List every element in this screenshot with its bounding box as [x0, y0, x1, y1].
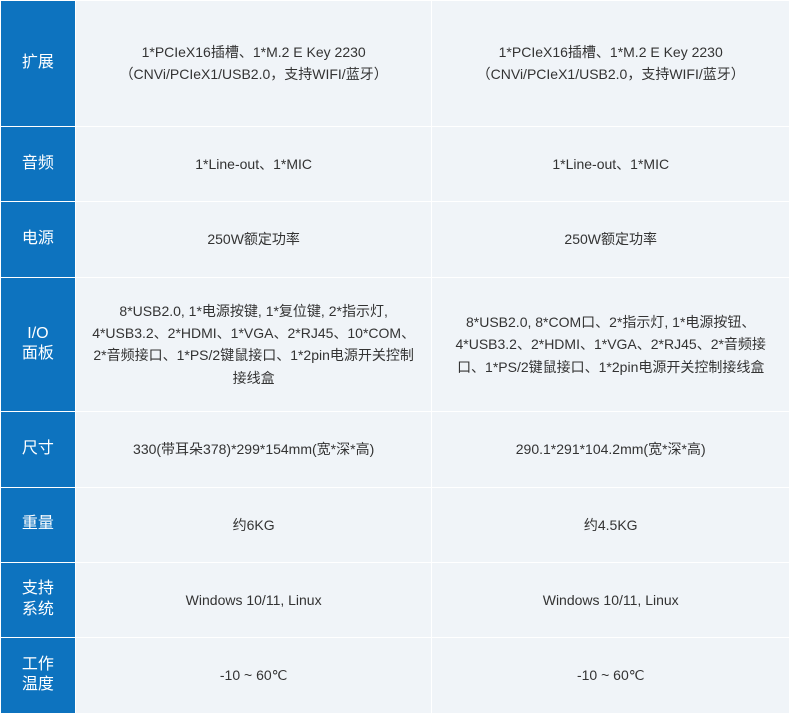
row-value-2: 290.1*291*104.2mm(宽*深*高) — [432, 412, 790, 487]
row-value-2: 1*PCIeX16插槽、1*M.2 E Key 2230（CNVi/PCIeX1… — [432, 1, 790, 127]
row-value-1: Windows 10/11, Linux — [75, 562, 432, 637]
row-value-2: 约4.5KG — [432, 487, 790, 562]
row-value-1: 1*PCIeX16插槽、1*M.2 E Key 2230（CNVi/PCIeX1… — [75, 1, 432, 127]
table-row: 重量 约6KG 约4.5KG — [1, 487, 790, 562]
spec-table-body: 扩展 1*PCIeX16插槽、1*M.2 E Key 2230（CNVi/PCI… — [1, 1, 790, 714]
row-value-2: 8*USB2.0, 8*COM口、2*指示灯, 1*电源按钮、4*USB3.2、… — [432, 277, 790, 412]
row-label: 音频 — [1, 126, 76, 201]
table-row: 尺寸 330(带耳朵378)*299*154mm(宽*深*高) 290.1*29… — [1, 412, 790, 487]
row-value-2: 1*Line-out、1*MIC — [432, 126, 790, 201]
table-row: 电源 250W额定功率 250W额定功率 — [1, 202, 790, 277]
row-value-1: 8*USB2.0, 1*电源按键, 1*复位键, 2*指示灯, 4*USB3.2… — [75, 277, 432, 412]
row-value-2: Windows 10/11, Linux — [432, 562, 790, 637]
table-row: 音频 1*Line-out、1*MIC 1*Line-out、1*MIC — [1, 126, 790, 201]
table-row: 支持系统 Windows 10/11, Linux Windows 10/11,… — [1, 562, 790, 637]
row-value-2: 250W额定功率 — [432, 202, 790, 277]
row-value-1: 330(带耳朵378)*299*154mm(宽*深*高) — [75, 412, 432, 487]
row-label: 电源 — [1, 202, 76, 277]
row-value-1: 约6KG — [75, 487, 432, 562]
row-label: 尺寸 — [1, 412, 76, 487]
row-label: I/O面板 — [1, 277, 76, 412]
row-label: 扩展 — [1, 1, 76, 127]
row-value-1: 250W额定功率 — [75, 202, 432, 277]
row-value-1: 1*Line-out、1*MIC — [75, 126, 432, 201]
table-row: 扩展 1*PCIeX16插槽、1*M.2 E Key 2230（CNVi/PCI… — [1, 1, 790, 127]
spec-table: 扩展 1*PCIeX16插槽、1*M.2 E Key 2230（CNVi/PCI… — [0, 0, 790, 714]
row-label: 支持系统 — [1, 562, 76, 637]
row-label: 重量 — [1, 487, 76, 562]
table-row: I/O面板 8*USB2.0, 1*电源按键, 1*复位键, 2*指示灯, 4*… — [1, 277, 790, 412]
